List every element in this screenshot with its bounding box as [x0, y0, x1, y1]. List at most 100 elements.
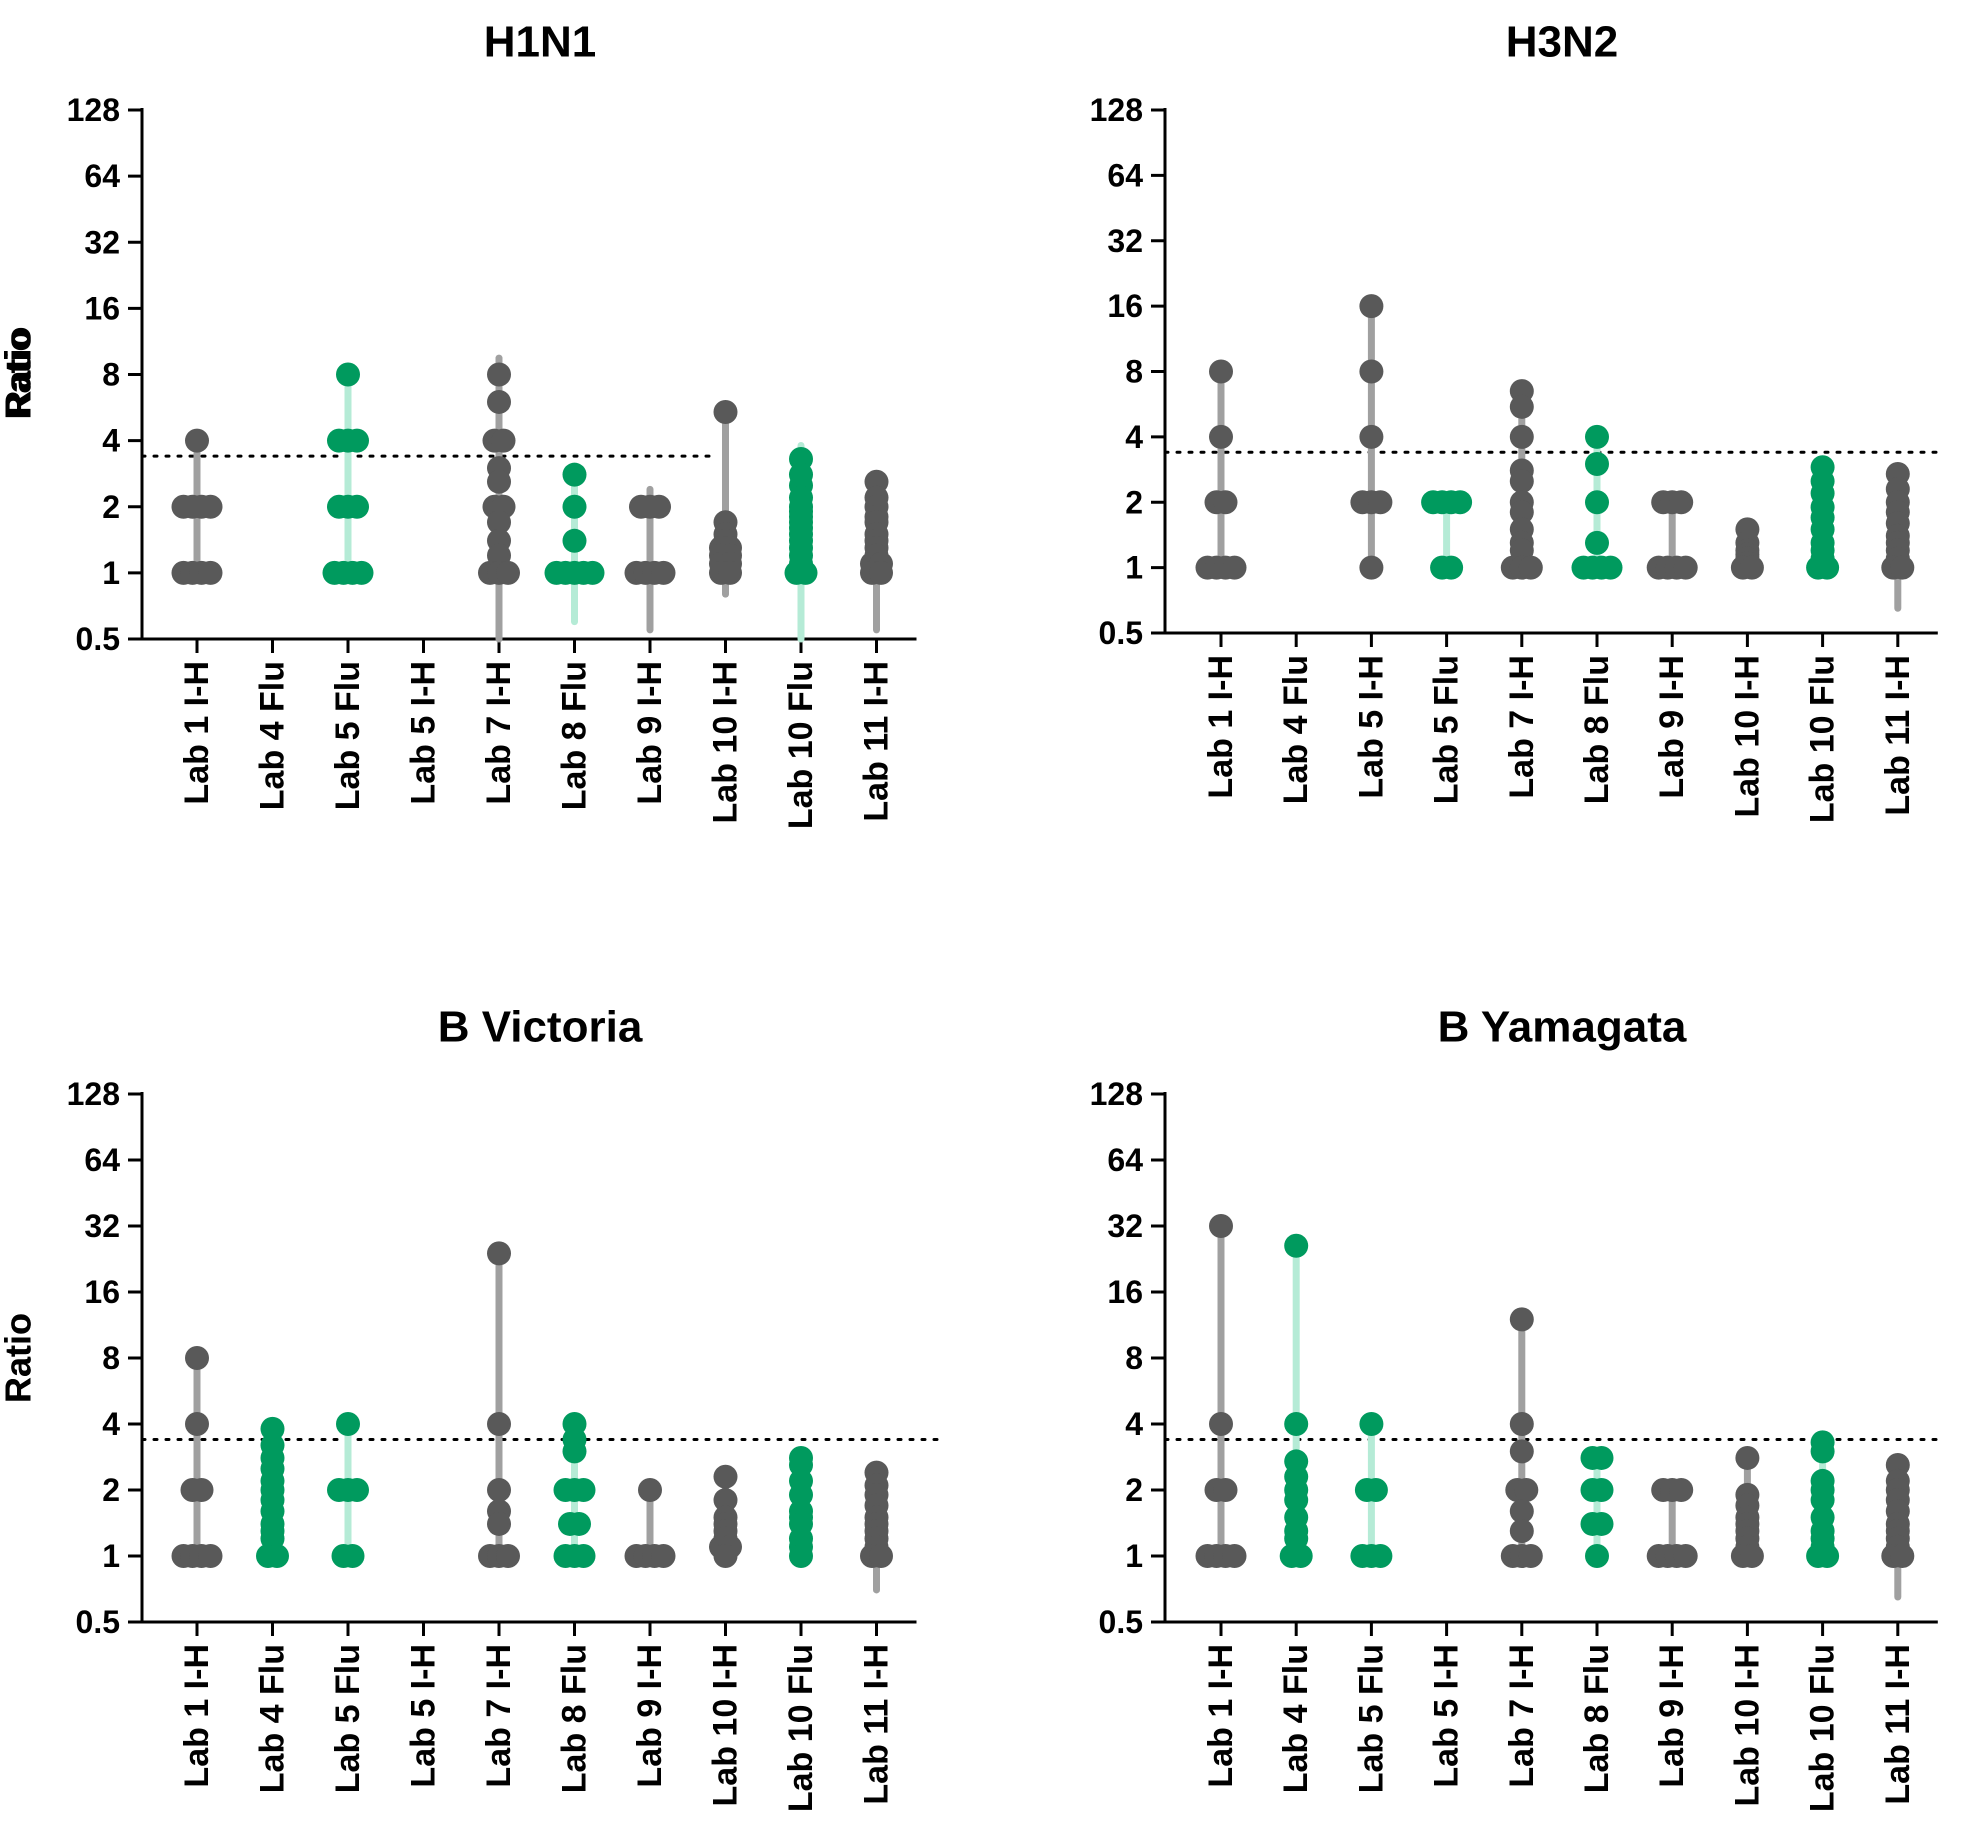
data-point — [1284, 1233, 1309, 1258]
series-lab-8-flu — [544, 462, 605, 626]
x-category-label: Lab 4 Flu — [1277, 655, 1315, 804]
data-point — [1509, 1439, 1534, 1464]
data-point — [1222, 1544, 1247, 1568]
data-point — [185, 428, 209, 453]
data-point — [349, 560, 374, 585]
data-point — [496, 1544, 520, 1568]
data-point — [1673, 1544, 1698, 1568]
chart-panel-b-victoria: B Victoria Ratio 0.5 1 2 4 8 16 32 64 128 Lab 1 I-H… — [0, 1003, 942, 1812]
series-lab-10-flu — [784, 442, 818, 643]
data-point — [1669, 490, 1694, 515]
y-axis-label: Ratio — [0, 1313, 39, 1403]
series-lab-7-i-h — [1500, 379, 1543, 580]
data-point — [1209, 424, 1233, 449]
data-point — [1589, 1511, 1614, 1536]
data-point — [1739, 1544, 1764, 1568]
data-point — [1288, 1544, 1313, 1568]
y-tick-label: 8 — [102, 1340, 120, 1376]
y-axis-label: Ratio — [0, 327, 39, 417]
data-point — [185, 1346, 209, 1370]
series-lab-8-flu — [1571, 424, 1623, 580]
y-tick-label: 16 — [1107, 1274, 1143, 1310]
y-tick-label: 8 — [1125, 354, 1143, 390]
data-point — [1673, 555, 1698, 580]
series-lab-5-flu — [327, 1412, 369, 1568]
data-point — [1815, 555, 1840, 580]
data-point — [340, 1544, 365, 1568]
y-tick-label: 16 — [1107, 288, 1143, 324]
data-point — [1518, 1544, 1543, 1568]
y-tick-label: 16 — [84, 290, 120, 326]
x-category-label: Lab 10 I-H — [1728, 1644, 1766, 1806]
y-tick-label: 1 — [102, 555, 120, 591]
series-lab-8-flu — [1580, 1445, 1614, 1568]
data-point — [1669, 1478, 1694, 1502]
y-tick-label: 0.5 — [76, 1604, 120, 1640]
data-point — [1359, 359, 1384, 384]
x-category-label: Lab 4 Flu — [1277, 1644, 1315, 1793]
data-point — [1509, 394, 1534, 419]
data-point — [1815, 1544, 1840, 1568]
x-category-label: Lab 1 I-H — [178, 1644, 216, 1788]
series-lab-9-i-h — [624, 485, 676, 634]
data-point — [713, 399, 738, 424]
series-lab-1-i-h — [1195, 1214, 1247, 1568]
x-category-label: Lab 10 I-H — [707, 661, 745, 823]
data-point — [1739, 555, 1764, 580]
data-point — [487, 469, 511, 494]
series-lab-7-i-h — [478, 354, 520, 643]
data-point — [1585, 452, 1609, 477]
data-point — [713, 1488, 738, 1513]
data-point — [1509, 469, 1534, 494]
series-lab-10-i-h — [709, 1464, 742, 1568]
y-tick-label: 4 — [102, 423, 120, 459]
x-category-label: Lab 10 Flu — [782, 1644, 820, 1812]
y-tick-label: 128 — [67, 1076, 120, 1112]
data-point — [1585, 424, 1609, 449]
data-point — [1518, 555, 1543, 580]
data-point — [487, 510, 511, 535]
x-category-label: Lab 10 I-H — [707, 1644, 745, 1806]
data-point — [1810, 1439, 1835, 1464]
data-point — [869, 560, 893, 585]
x-category-label: Lab 9 I-H — [631, 1644, 669, 1788]
series-lab-8-flu — [553, 1412, 596, 1568]
data-point — [1363, 1478, 1388, 1502]
y-tick-label: 4 — [1125, 419, 1143, 455]
y-tick-label: 2 — [102, 1472, 120, 1508]
y-tick-label: 1 — [1125, 1538, 1143, 1574]
data-point — [580, 560, 605, 585]
series-lab-7-i-h — [478, 1241, 520, 1568]
y-tick-label: 2 — [1125, 484, 1143, 520]
x-category-label: Lab 8 Flu — [556, 1644, 594, 1793]
data-point — [1368, 490, 1393, 515]
series-lab-11-i-h — [1881, 461, 1915, 612]
data-point — [189, 1478, 214, 1502]
x-category-label: Lab 5 Flu — [329, 661, 367, 810]
x-category-label: Lab 10 I-H — [1728, 655, 1766, 817]
x-category-label: Lab 1 I-H — [1202, 655, 1240, 799]
data-point — [1585, 490, 1609, 515]
data-point — [198, 1544, 223, 1568]
data-point — [567, 1511, 591, 1536]
data-point — [638, 1478, 662, 1502]
y-tick-label: 16 — [84, 1274, 120, 1310]
data-point — [562, 462, 587, 487]
series-lab-10-i-h — [1730, 517, 1764, 580]
y-tick-label: 2 — [102, 489, 120, 525]
y-tick-label: 8 — [102, 357, 120, 393]
data-point — [1284, 1488, 1309, 1513]
series-lab-10-flu — [789, 1445, 813, 1568]
x-category-label: Lab 10 Flu — [782, 661, 820, 829]
data-point — [1509, 500, 1534, 525]
data-point — [1359, 294, 1384, 319]
data-point — [345, 494, 369, 519]
data-point — [1810, 1488, 1835, 1513]
y-tick-label: 0.5 — [1099, 615, 1143, 651]
data-point — [1284, 1412, 1309, 1436]
series-lab-7-i-h — [1500, 1307, 1543, 1568]
data-point — [651, 1544, 676, 1568]
